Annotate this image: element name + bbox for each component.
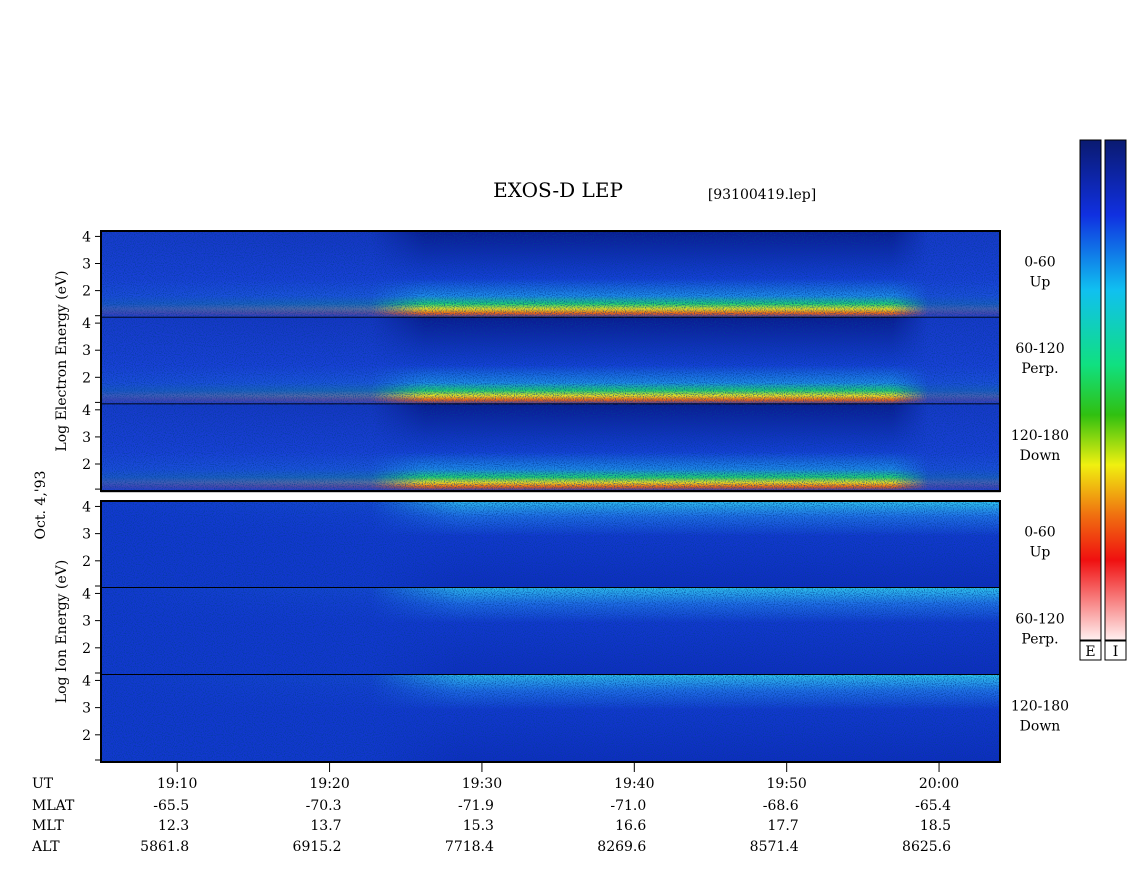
- colorbar: [1079, 139, 1102, 641]
- y-tick-label: 2: [82, 554, 91, 570]
- spectrogram-noise: [101, 317, 1000, 405]
- ephemeris-value: -65.5: [153, 798, 189, 814]
- y-tick-label: 3: [82, 430, 91, 446]
- ephemeris-value: 7718.4: [445, 839, 494, 855]
- ephemeris-name: ALT: [31, 839, 60, 855]
- ephemeris-value: 15.3: [463, 818, 494, 834]
- ephemeris-value: 12.3: [158, 818, 189, 834]
- y-axis-label: Log Ion Energy (eV): [54, 560, 70, 703]
- spectrogram-noise: [101, 588, 1000, 675]
- ephemeris-value: -68.6: [763, 798, 799, 814]
- y-tick-label: 4: [82, 229, 91, 245]
- colorbar-label-box: [1104, 640, 1127, 661]
- panel-label: 120-180: [1011, 699, 1069, 715]
- colorbar: [1104, 139, 1127, 641]
- y-tick-label: 4: [82, 316, 91, 332]
- ephemeris-value: -71.0: [610, 798, 646, 814]
- spectrogram-noise: [101, 675, 1000, 762]
- ephemeris-value: 17.7: [768, 818, 799, 834]
- spectrogram-noise: [101, 231, 1000, 318]
- ephemeris-value: 13.7: [310, 818, 341, 834]
- y-tick-label: 2: [82, 641, 91, 657]
- y-tick-label: 4: [82, 673, 91, 689]
- panel-label: Up: [1030, 545, 1051, 561]
- colorbar-label: E: [1085, 644, 1095, 660]
- y-tick-label: 2: [82, 370, 91, 386]
- spectrogram-noise: [101, 501, 1000, 588]
- ephemeris-name: MLT: [32, 818, 64, 834]
- panel-label: Perp.: [1021, 632, 1058, 648]
- panel-label: Up: [1030, 274, 1051, 290]
- x-tick-label: 19:10: [157, 776, 197, 792]
- y-tick-label: 3: [82, 701, 91, 717]
- panel-label: 0-60: [1024, 254, 1055, 270]
- colorbar-label-box: [1079, 640, 1102, 661]
- spectrogram-noise: [101, 404, 1000, 492]
- ephemeris-value: -65.4: [915, 798, 951, 814]
- ephemeris-value: 8571.4: [750, 839, 799, 855]
- panel-label: 120-180: [1011, 428, 1069, 444]
- title: EXOS-D LEP: [493, 178, 623, 202]
- ephemeris-value: -70.3: [306, 798, 342, 814]
- ephemeris-value: 18.5: [920, 818, 951, 834]
- x-tick-label: 19:30: [462, 776, 502, 792]
- x-tick-label: 19:40: [614, 776, 654, 792]
- ephemeris-name: UT: [32, 776, 54, 792]
- panel-label: 60-120: [1015, 612, 1064, 628]
- panel-label: 60-120: [1015, 341, 1064, 357]
- ephemeris-value: 8625.6: [902, 839, 951, 855]
- ephemeris-value: -71.9: [458, 798, 494, 814]
- panel-label: Perp.: [1021, 361, 1058, 377]
- y-tick-label: 2: [82, 284, 91, 300]
- x-tick-label: 19:50: [766, 776, 806, 792]
- x-tick-label: 20:00: [919, 776, 959, 792]
- x-tick-label: 19:20: [309, 776, 349, 792]
- y-tick-label: 3: [82, 343, 91, 359]
- y-axis-label: Log Electron Energy (eV): [54, 271, 70, 452]
- y-tick-label: 4: [82, 403, 91, 419]
- panel-label: Down: [1020, 719, 1061, 735]
- ephemeris-value: 5861.8: [140, 839, 189, 855]
- panel-frame: [100, 230, 1001, 493]
- date-label: Oct. 4,'93: [33, 471, 49, 540]
- y-tick-label: 4: [82, 586, 91, 602]
- panel-label: Down: [1020, 448, 1061, 464]
- y-tick-label: 2: [82, 728, 91, 744]
- ephemeris-value: 6915.2: [293, 839, 342, 855]
- y-tick-label: 3: [82, 614, 91, 630]
- y-tick-label: 3: [82, 527, 91, 543]
- ephemeris-value: 8269.6: [597, 839, 646, 855]
- y-tick-label: 4: [82, 499, 91, 515]
- file-name: [93100419.lep]: [708, 187, 816, 203]
- panel-label: 0-60: [1024, 525, 1055, 541]
- y-tick-label: 2: [82, 457, 91, 473]
- y-tick-label: 3: [82, 257, 91, 273]
- ephemeris-name: MLAT: [32, 798, 75, 814]
- colorbar-label: I: [1113, 644, 1119, 660]
- ephemeris-value: 16.6: [615, 818, 646, 834]
